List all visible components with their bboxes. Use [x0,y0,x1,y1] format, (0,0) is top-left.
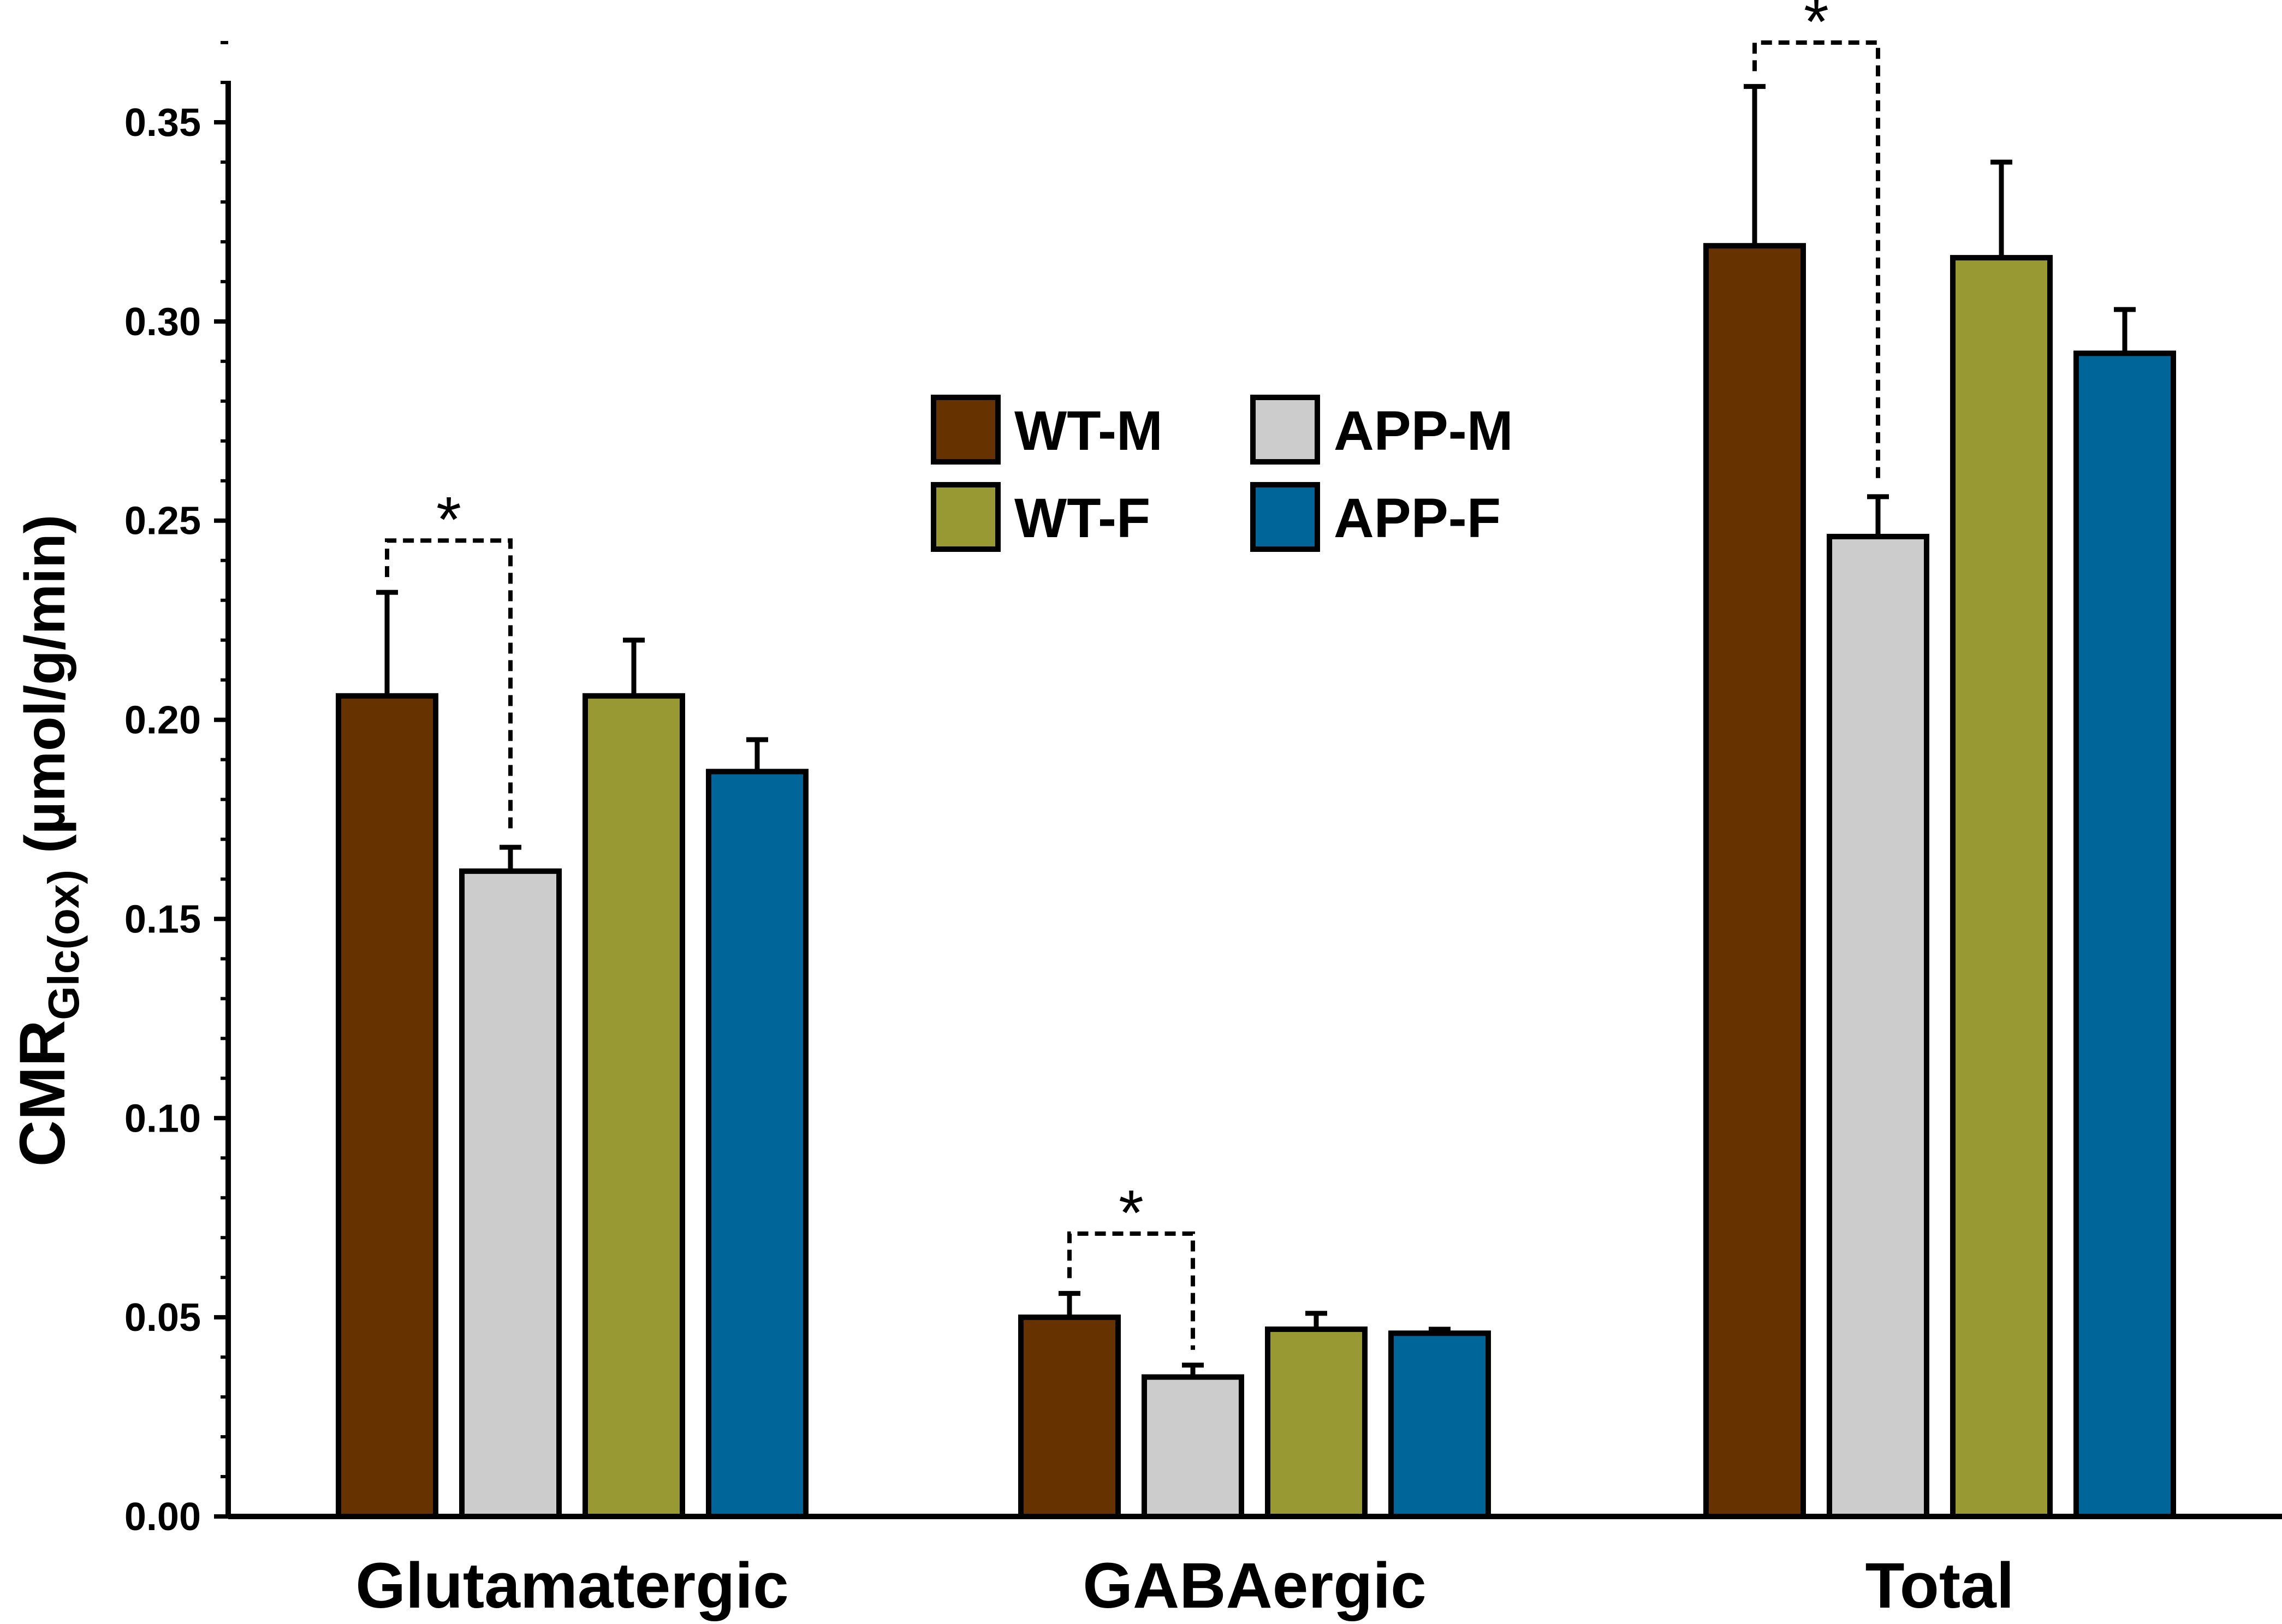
svg-text:CMRGlc(ox)(µmol/g/min): CMRGlc(ox) (µmol/g/min) [7,515,88,1167]
bar-wt-f-total [1950,255,2053,1520]
legend-swatch-wt-m [931,395,1001,465]
y-tick-label: 0.15 [124,897,201,941]
x-tick-label: Total [1865,1550,2014,1622]
y-axis-label-subscript: Glc(ox) [39,870,88,1020]
bar-wt-m-gabaergic [1018,1314,1121,1519]
bar-wt-f-gabaergic [1265,1326,1368,1519]
legend-label-wt-f: WT-F [1014,487,1150,549]
bars [336,84,2176,1520]
y-axis-label: CMRGlc(ox) (µmol/g/min) [7,515,88,1167]
bar-app-f-gabaergic [1388,1330,1491,1520]
significance-bracket [1067,1231,1195,1350]
bar-wt-f-glutamatergic [583,693,685,1519]
significance-star: * [1804,0,1829,58]
significance-bracket [385,538,513,832]
legend-label-app-f: APP-F [1334,487,1501,549]
y-tick-label: 0.20 [124,699,201,742]
y-tick-label: 0.30 [124,300,201,344]
bar-app-f-glutamatergic [706,769,809,1519]
significance-star: * [1119,1177,1144,1249]
legend-label-wt-m: WT-M [1014,400,1163,462]
x-tick-label: GABAergic [1083,1550,1426,1622]
bar-wt-m-glutamatergic [336,693,438,1519]
significance-star: * [436,484,461,556]
legend-label-app-m: APP-M [1334,400,1513,462]
y-tick-label: 0.10 [124,1097,201,1140]
significance-bracket [1752,40,1880,481]
y-tick-label: 0.00 [124,1495,201,1539]
legend-swatch-app-f [1250,482,1320,552]
legend: WT-M APP-M WT-F APP-F [931,395,1513,552]
bar-app-f-total [2073,350,2176,1519]
x-tick-label: Glutamatergic [355,1550,788,1622]
y-tick-label: 0.35 [124,101,201,145]
legend-swatch-wt-f [931,482,1001,552]
bar-app-m-glutamatergic [459,868,562,1519]
significance-markers: * * * [385,0,1880,1350]
x-axis: Glutamatergic GABAergic Total [228,1514,2282,1622]
y-axis: 0.00 0.05 0.10 0.15 0.20 0.25 0.30 0.35 [124,41,231,1539]
bar-app-m-gabaergic [1142,1374,1244,1520]
y-axis-label-unit: (µmol/g/min) [14,515,77,853]
bar-wt-m-total [1703,243,1806,1519]
legend-swatch-app-m [1250,395,1320,465]
y-axis-label-main: CMR [7,1020,79,1167]
bar-app-m-total [1827,533,1929,1519]
y-tick-label: 0.25 [124,499,201,543]
y-tick-label: 0.05 [124,1296,201,1340]
